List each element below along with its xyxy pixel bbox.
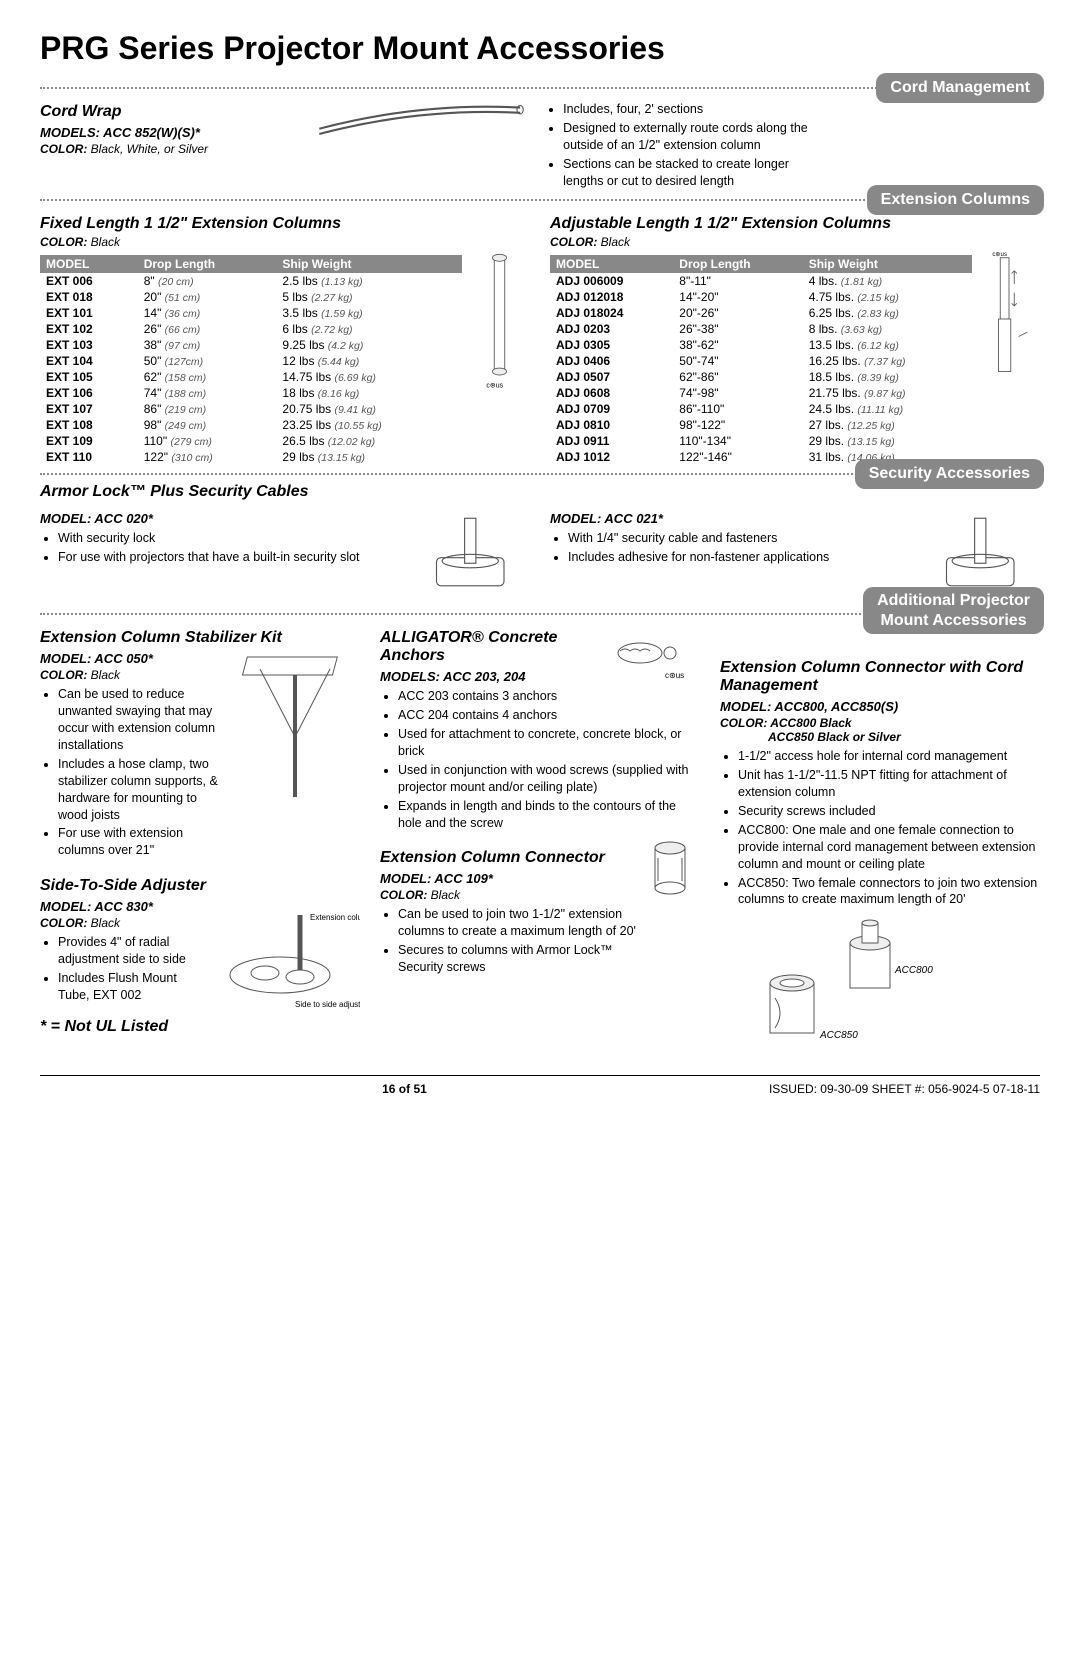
table-row: EXT 10674" (188 cm)18 lbs (8.16 kg) bbox=[40, 385, 462, 401]
svg-text:c⊛us: c⊛us bbox=[665, 671, 684, 680]
fixed-column-illustration: c⊛us bbox=[470, 249, 530, 389]
tab-security: Security Accessories bbox=[855, 459, 1044, 489]
table-row: ADJ 01802420"-26"6.25 lbs. (2.83 kg) bbox=[550, 305, 972, 321]
adjustable-table: MODEL Drop Length Ship Weight ADJ 006009… bbox=[550, 255, 972, 465]
svg-text:c⊛us: c⊛us bbox=[487, 383, 504, 390]
table-row: EXT 10562" (158 cm)14.75 lbs (6.69 kg) bbox=[40, 369, 462, 385]
cord-wrap-bullets: Includes, four, 2' sections Designed to … bbox=[563, 101, 820, 189]
footer-issued: ISSUED: 09-30-09 SHEET #: 056-9024-5 07-… bbox=[769, 1082, 1040, 1096]
svg-text:Extension column: Extension column bbox=[310, 913, 360, 922]
svg-text:ACC800: ACC800 bbox=[894, 965, 933, 976]
table-row: ADJ 040650"-74"16.25 lbs. (7.37 kg) bbox=[550, 353, 972, 369]
page-number: 16 of 51 bbox=[382, 1082, 427, 1096]
fixed-title: Fixed Length 1 1/2" Extension Columns bbox=[40, 215, 530, 233]
table-row: ADJ 070986"-110"24.5 lbs. (11.11 kg) bbox=[550, 401, 972, 417]
divider-security: Security Accessories bbox=[40, 473, 1040, 475]
cord-wrap-illustration bbox=[314, 97, 525, 137]
fixed-table: MODEL Drop Length Ship Weight EXT 0068" … bbox=[40, 255, 462, 465]
table-row: EXT 10114" (36 cm)3.5 lbs (1.59 kg) bbox=[40, 305, 462, 321]
side-adjuster-title: Side-To-Side Adjuster bbox=[40, 877, 360, 895]
table-row: EXT 10786" (219 cm)20.75 lbs (9.41 kg) bbox=[40, 401, 462, 417]
table-row: EXT 109110" (279 cm)26.5 lbs (12.02 kg) bbox=[40, 433, 462, 449]
table-row: EXT 10898" (249 cm)23.25 lbs (10.55 kg) bbox=[40, 417, 462, 433]
tab-cord-management: Cord Management bbox=[876, 73, 1044, 103]
page-title: PRG Series Projector Mount Accessories bbox=[40, 30, 1040, 67]
svg-text:c⊛us: c⊛us bbox=[992, 251, 1007, 258]
models-label: MODELS: bbox=[40, 125, 100, 140]
table-row: ADJ 01201814"-20"4.75 lbs. (2.15 kg) bbox=[550, 289, 972, 305]
table-row: EXT 01820" (51 cm)5 lbs (2.27 kg) bbox=[40, 289, 462, 305]
cord-wrap-title: Cord Wrap bbox=[40, 103, 294, 121]
alligator-illustration: c⊛us bbox=[610, 623, 700, 683]
side-adjuster-illustration: Extension column Side to side adjuster bbox=[210, 895, 360, 1015]
adjustable-title: Adjustable Length 1 1/2" Extension Colum… bbox=[550, 215, 1040, 233]
tab-extension-columns: Extension Columns bbox=[867, 185, 1044, 215]
divider-cord-management: Cord Management bbox=[40, 87, 1040, 89]
stabilizer-title: Extension Column Stabilizer Kit bbox=[40, 629, 360, 647]
table-row: EXT 0068" (20 cm)2.5 lbs (1.13 kg) bbox=[40, 273, 462, 289]
adjustable-column-illustration: c⊛us bbox=[980, 249, 1040, 389]
cord-wrap-color: COLOR: Black, White, or Silver bbox=[40, 142, 294, 156]
table-row: ADJ 020326"-38"8 lbs. (3.63 kg) bbox=[550, 321, 972, 337]
divider-extension-columns: Extension Columns bbox=[40, 199, 1040, 201]
connector-800-850-illustration: ACC800 ACC850 bbox=[720, 918, 1040, 1051]
footer: 16 of 51 ISSUED: 09-30-09 SHEET #: 056-9… bbox=[40, 1075, 1040, 1096]
svg-text:Side to side adjuster: Side to side adjuster bbox=[295, 1000, 360, 1009]
cord-wrap-models: MODELS: ACC 852(W)(S)* bbox=[40, 125, 294, 140]
tab-additional: Additional Projector Mount Accessories bbox=[863, 587, 1044, 633]
footnote: * = Not UL Listed bbox=[40, 1018, 360, 1036]
table-row: ADJ 030538"-62"13.5 lbs. (6.12 kg) bbox=[550, 337, 972, 353]
table-row: EXT 10338" (97 cm)9.25 lbs (4.2 kg) bbox=[40, 337, 462, 353]
connector-109-illustration bbox=[640, 833, 700, 903]
svg-text:ACC850: ACC850 bbox=[819, 1030, 858, 1041]
table-row: EXT 110122" (310 cm)29 lbs (13.15 kg) bbox=[40, 449, 462, 465]
table-row: ADJ 0911110"-134"29 lbs. (13.15 kg) bbox=[550, 433, 972, 449]
table-row: ADJ 050762"-86"18.5 lbs. (8.39 kg) bbox=[550, 369, 972, 385]
table-row: ADJ 060874"-98"21.75 lbs. (9.87 kg) bbox=[550, 385, 972, 401]
divider-additional: Additional Projector Mount Accessories bbox=[40, 613, 1040, 615]
stabilizer-illustration bbox=[230, 647, 360, 807]
table-row: EXT 10226" (66 cm)6 lbs (2.72 kg) bbox=[40, 321, 462, 337]
table-row: ADJ 081098"-122"27 lbs. (12.25 kg) bbox=[550, 417, 972, 433]
table-row: ADJ 0060098"-11"4 lbs. (1.81 kg) bbox=[550, 273, 972, 289]
connector-800-title: Extension Column Connector with Cord Man… bbox=[720, 659, 1040, 695]
acc021-illustration bbox=[920, 507, 1040, 597]
acc020-illustration bbox=[410, 507, 530, 597]
table-row: EXT 10450" (127cm)12 lbs (5.44 kg) bbox=[40, 353, 462, 369]
models-value: ACC 852(W)(S)* bbox=[103, 125, 200, 140]
